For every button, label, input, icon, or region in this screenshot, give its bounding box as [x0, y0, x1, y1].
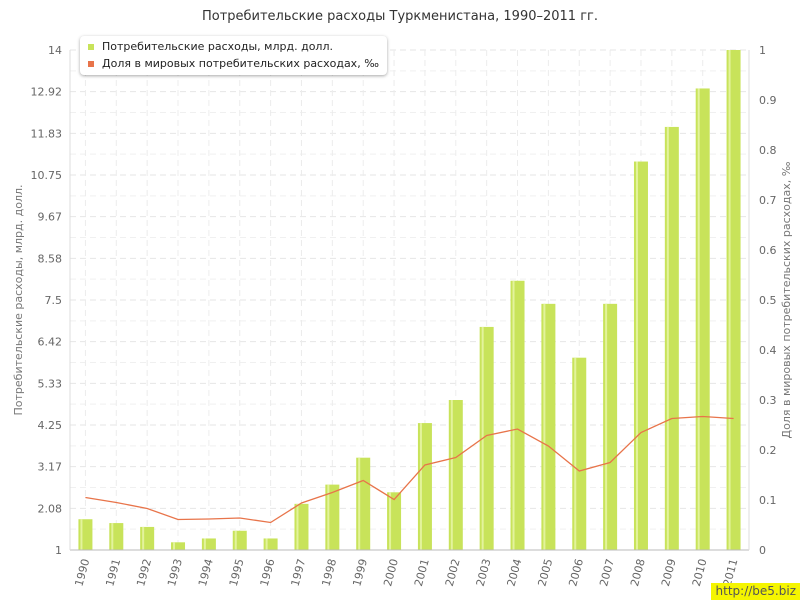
x-tick-label: 2006 [566, 557, 586, 587]
y-tick-label-left: 2.08 [38, 502, 63, 515]
y-tick-label-left: 3.17 [38, 461, 63, 474]
ticks-layer: 1 2.08 3.17 4.25 5.33 6.42 7.5 8.58 9.67 10.75 11.… [31, 44, 777, 588]
x-tick-label: 1996 [258, 557, 278, 587]
y-tick-label-right: 1 [759, 44, 766, 57]
bar-highlight [80, 519, 83, 550]
y-tick-label-right: 0.8 [759, 144, 777, 157]
bar-highlight [450, 400, 453, 550]
legend-item-line[interactable]: Доля в мировых потребительских расходах,… [88, 55, 379, 72]
y-tick-label-left: 6.42 [38, 336, 63, 349]
y-tick-label-right: 0.6 [759, 244, 777, 257]
y-tick-label-right: 0.4 [759, 344, 777, 357]
y-tick-label-left: 1 [55, 544, 62, 557]
y-tick-label-left: 7.5 [45, 294, 63, 307]
line-layer [85, 415, 734, 524]
y-tick-label-right: 0.3 [759, 394, 777, 407]
axes-layer [69, 50, 750, 551]
watermark-link[interactable]: http://be5.biz [710, 583, 800, 600]
legend-label-line: Доля в мировых потребительских расходах,… [102, 57, 379, 70]
y-tick-label-right: 0.2 [759, 444, 777, 457]
y-axis-label-right: Доля в мировых потребительских расходах,… [780, 161, 793, 438]
x-tick-label: 2002 [443, 557, 463, 587]
y-tick-label-left: 4.25 [38, 419, 63, 432]
y-tick-label-left: 11.83 [31, 127, 63, 140]
x-tick-label: 1992 [134, 557, 154, 587]
y-tick-label-right: 0.9 [759, 94, 777, 107]
bar-highlight [234, 530, 237, 550]
x-tick-label: 2001 [412, 557, 432, 587]
y-tick-label-left: 10.75 [31, 169, 63, 182]
legend-swatch-line [88, 60, 94, 67]
bar [171, 542, 186, 550]
legend-item-bars[interactable]: Потребительские расходы, млрд. долл. [88, 38, 379, 55]
bar-highlight [574, 357, 577, 550]
legend-swatch-bars [88, 43, 94, 50]
legend: Потребительские расходы, млрд. долл. Дол… [80, 36, 387, 75]
bar-highlight [296, 503, 299, 550]
x-tick-label: 2004 [505, 557, 525, 587]
x-tick-label: 1994 [196, 557, 216, 587]
x-tick-label: 1991 [103, 557, 123, 587]
legend-label-bars: Потребительские расходы, млрд. долл. [102, 40, 333, 53]
x-tick-label: 1993 [165, 557, 185, 587]
y-tick-label-left: 9.67 [38, 211, 63, 224]
y-tick-label-left: 14 [48, 44, 62, 57]
bar [201, 538, 216, 550]
bar-highlight [543, 303, 546, 550]
x-tick-label: 2000 [381, 557, 401, 587]
bars-layer [78, 50, 741, 551]
bar-highlight [728, 50, 731, 550]
bar [263, 538, 278, 550]
x-tick-label: 1990 [73, 557, 93, 587]
x-tick-label: 1997 [289, 557, 309, 587]
bar-highlight [142, 526, 145, 550]
y-tick-label-left: 5.33 [38, 377, 63, 390]
y-tick-label-left: 12.92 [31, 86, 63, 99]
y-tick-label-right: 0.1 [759, 494, 777, 507]
x-tick-label: 2007 [597, 557, 617, 587]
chart-title: Потребительские расходы Туркменистана, 1… [201, 9, 599, 24]
x-tick-label: 2005 [535, 557, 555, 587]
bar-highlight [265, 538, 268, 550]
x-tick-label: 1998 [319, 557, 339, 587]
bar-highlight [605, 303, 608, 550]
y-tick-label-right: 0 [759, 544, 766, 557]
x-tick-label: 2003 [474, 557, 494, 587]
y-axis-label-left: Потребительские расходы, млрд. долл. [12, 185, 25, 416]
bar-highlight [666, 126, 669, 550]
y-tick-label-right: 0.7 [759, 194, 777, 207]
bar-highlight [111, 523, 114, 550]
x-tick-label: 2009 [659, 557, 679, 587]
bar-highlight [327, 484, 330, 550]
bar-highlight [358, 457, 361, 550]
share-line [85, 415, 734, 524]
x-tick-label: 1995 [227, 557, 247, 587]
x-tick-label: 1999 [350, 557, 370, 587]
bar-highlight [512, 280, 515, 550]
x-tick-label: 2008 [628, 557, 648, 587]
bar-highlight [203, 538, 206, 550]
y-tick-label-left: 8.58 [38, 252, 63, 265]
bar-highlight [697, 88, 700, 550]
bar-highlight [419, 423, 422, 550]
x-tick-label: 2010 [690, 557, 710, 587]
bar-highlight [389, 492, 392, 550]
y-tick-label-right: 0.5 [759, 294, 777, 307]
bar-highlight [173, 542, 176, 550]
bar-highlight [635, 161, 638, 551]
